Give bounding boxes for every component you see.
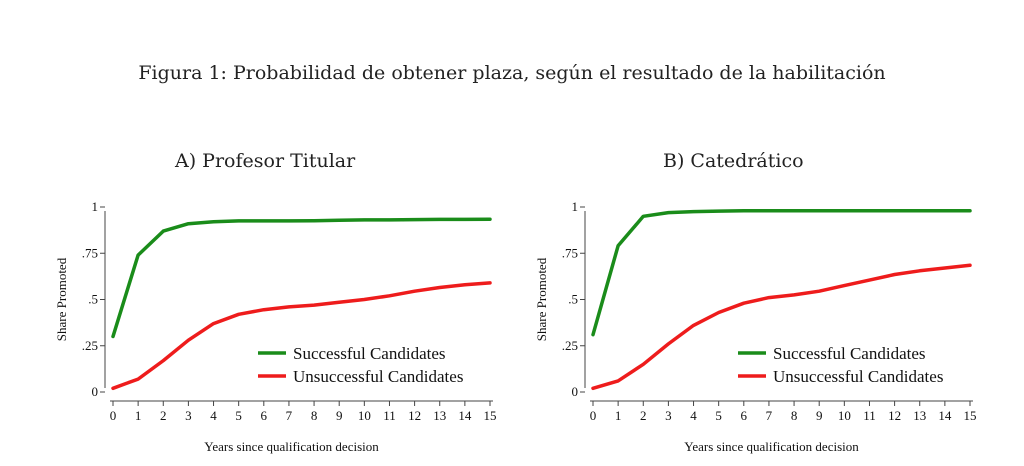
panel-b-x-tick-label: 13 [913,408,926,423]
panel-a-x-tick-label: 1 [135,408,142,423]
panel-a-y-tick-label: .5 [88,292,98,307]
panel-a-legend-label: Successful Candidates [293,344,446,363]
panel-b-y-tick-label: .75 [562,245,578,260]
panel-b-x-tick-label: 10 [838,408,851,423]
panel-a-x-tick-label: 8 [311,408,318,423]
panel-a-x-tick-label: 6 [261,408,268,423]
panel-b-x-tick-label: 1 [615,408,622,423]
panel-b-series-line-unsuccessful [591,263,972,391]
panel-a-x-tick-label: 7 [286,408,293,423]
figure-title: Figura 1: Probabilidad de obtener plaza,… [138,62,886,84]
panel-b-x-tick-label: 11 [863,408,876,423]
panel-b-x-tick-label: 6 [741,408,748,423]
panel-b-x-tick-label: 2 [640,408,647,423]
panel-a-x-tick-label: 9 [336,408,343,423]
panel-a-x-axis-label: Years since qualification decision [204,439,379,454]
panel-a-y-axis-label: Share Promoted [54,257,69,341]
panel-a-x-tick-label: 4 [210,408,217,423]
panel-a-y-tick-label: .25 [82,338,98,353]
panel-a-legend-label: Unsuccessful Candidates [293,367,463,386]
panel-b-x-tick-label: 4 [690,408,697,423]
panel-b-x-tick-label: 9 [816,408,823,423]
panel-a-series-line-successful [111,217,492,339]
panel-a-y-tick-label: 0 [92,384,99,399]
panel-b-x-tick-label: 7 [766,408,773,423]
panel-b-legend-label: Unsuccessful Candidates [773,367,943,386]
panel-b-x-tick-label: 8 [791,408,798,423]
panel-a-x-tick-label: 11 [383,408,396,423]
panel-a-y-tick-label: 1 [92,199,99,214]
panel-a-x-tick-label: 14 [458,408,472,423]
panel-b-title: B) Catedrático [663,150,804,172]
panel-b-y-tick-label: .5 [568,292,578,307]
panel-b-x-tick-label: 15 [964,408,977,423]
panel-a-x-tick-label: 3 [185,408,192,423]
panel-b-x-tick-label: 12 [888,408,901,423]
panel-a-x-tick-label: 2 [160,408,167,423]
panel-b-y-tick-label: 0 [572,384,579,399]
panel-a-x-tick-label: 12 [408,408,421,423]
panel-b-x-tick-label: 0 [590,408,597,423]
panel-b-legend-label: Successful Candidates [773,344,926,363]
panel-a-x-tick-label: 15 [484,408,497,423]
panel-b-y-axis-label: Share Promoted [534,257,549,341]
panel-b-series-line-successful [591,208,972,337]
panel-a-x-tick-label: 0 [110,408,117,423]
panel-b-x-tick-label: 5 [715,408,722,423]
panel-a-title: A) Profesor Titular [175,150,356,172]
panel-a-y-tick-label: .75 [82,245,98,260]
panel-a-x-tick-label: 13 [433,408,446,423]
panel-b-x-axis-label: Years since qualification decision [684,439,859,454]
panel-b-x-tick-label: 3 [665,408,672,423]
panel-a-series-line-unsuccessful [111,281,492,391]
panel-b-y-tick-label: 1 [572,199,579,214]
panel-a-x-tick-label: 5 [235,408,242,423]
panel-b-y-tick-label: .25 [562,338,578,353]
panel-b-x-tick-label: 14 [938,408,952,423]
panel-a-x-tick-label: 10 [358,408,371,423]
